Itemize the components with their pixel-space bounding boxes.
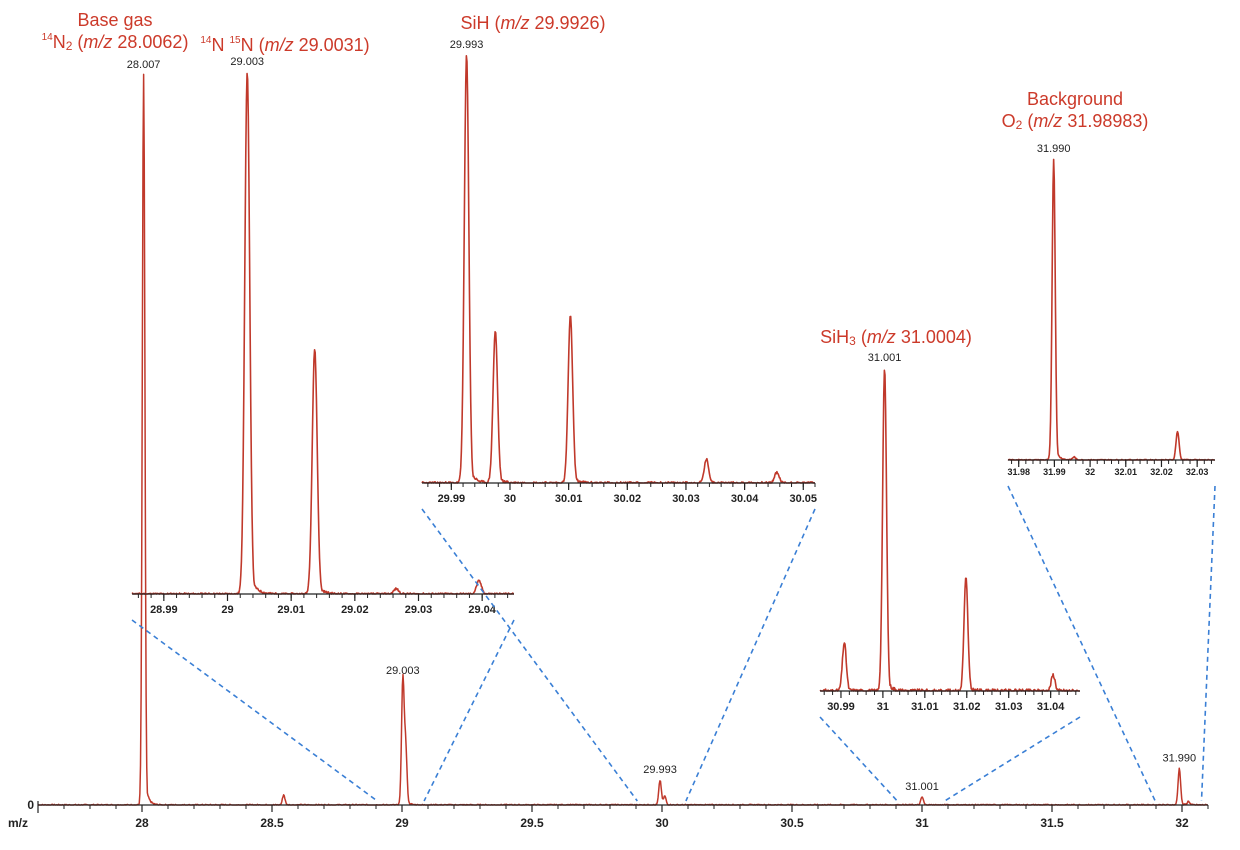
inset-sih-peak-label: 29.993: [450, 39, 484, 51]
inset-o2-tick-label: 32.01: [1115, 467, 1138, 477]
main-x-axis-label: m/z: [8, 816, 28, 830]
inset-sih-tick-label: 30.02: [614, 493, 642, 505]
zoom-guide-line: [423, 619, 515, 802]
annotation-background-line1: Background: [1026, 89, 1124, 109]
main-panel-peak-label: 28.007: [127, 59, 161, 71]
inset-sih3-peak-label: 31.001: [868, 352, 902, 364]
inset-sih3-tick-label: 30.99: [827, 701, 855, 713]
inset-sih-tick-label: 30.05: [790, 493, 818, 505]
annotation-sih: SiH (m/z 29.9926): [460, 13, 606, 33]
inset-14n15n-series-line: [131, 72, 515, 595]
inset-sih-series-line: [421, 55, 816, 484]
annotation-base-gas: Base gas 14N2 (m/z 28.0062): [40, 9, 190, 53]
zoom-guide-line: [819, 716, 898, 802]
main-panel-tick-label: 32: [1175, 816, 1189, 830]
inset-sih: [421, 55, 816, 490]
main-panel-tick-label: 31.5: [1040, 816, 1064, 830]
main-panel-peak-label: 31.001: [905, 781, 939, 793]
main-panel-peak-label: 29.993: [643, 764, 677, 776]
inset-o2: [1007, 158, 1216, 467]
annotation-base-gas-line1: Base gas: [77, 10, 153, 30]
main-panel-peak-label: 31.990: [1163, 753, 1197, 765]
inset-o2-tick-label: 32.03: [1186, 467, 1209, 477]
main-panel: [37, 73, 1209, 812]
annotation-background-o2: Background O2 (m/z 31.98983): [980, 88, 1170, 132]
zoom-guide-line: [131, 619, 378, 802]
zoom-guide-line: [1200, 485, 1216, 802]
inset-sih3-tick-label: 31.04: [1037, 701, 1065, 713]
inset-o2-tick-label: 31.99: [1043, 467, 1066, 477]
inset-sih3-tick-label: 31.03: [995, 701, 1023, 713]
inset-o2-tick-label: 32.02: [1150, 467, 1173, 477]
annotation-base-gas-line2: 14N2 (m/z 28.0062): [41, 32, 189, 53]
inset-sih-tick-label: 30.01: [555, 493, 583, 505]
inset-o2-series-line: [1007, 158, 1216, 461]
inset-sih-tick-label: 30.04: [731, 493, 759, 505]
inset-14n15n-tick-label: 29.04: [468, 604, 496, 616]
main-panel-tick-label: 30: [655, 816, 669, 830]
inset-sih-tick-label: 30.03: [672, 493, 700, 505]
main-panel-tick-label: 31: [915, 816, 929, 830]
inset-14n15n: [131, 72, 515, 601]
zoom-guide-line: [421, 508, 638, 802]
inset-sih3-tick-label: 31.02: [953, 701, 981, 713]
inset-14n15n-tick-label: 29.02: [341, 604, 369, 616]
main-panel-tick-label: 28.5: [260, 816, 284, 830]
main-panel-tick-label: 29.5: [520, 816, 544, 830]
main-panel-tick-label: 28: [135, 816, 149, 830]
inset-sih3-series-line: [819, 369, 1081, 692]
inset-14n15n-tick-label: 29.01: [277, 604, 305, 616]
inset-14n15n-tick-label: 29.03: [405, 604, 433, 616]
inset-14n15n-tick-label: 28.99: [150, 604, 178, 616]
zoom-guide-line: [685, 508, 816, 802]
inset-sih3-tick-label: 31.01: [911, 701, 939, 713]
main-y-tick-label: 0: [27, 798, 34, 812]
inset-sih-tick-label: 29.99: [438, 493, 466, 505]
inset-o2-peak-label: 31.990: [1037, 143, 1071, 155]
main-panel-tick-label: 29: [395, 816, 409, 830]
inset-14n15n-tick-label: 29: [221, 604, 233, 616]
zoom-guide-line: [1007, 485, 1156, 802]
inset-o2-tick-label: 31.98: [1007, 467, 1030, 477]
zoom-guide-line: [944, 716, 1081, 802]
main-panel-tick-label: 30.5: [780, 816, 804, 830]
inset-sih3-tick-label: 31: [877, 701, 889, 713]
annotation-sih3: SiH3 (m/z 31.0004): [820, 327, 972, 348]
annotation-14n15n: 14N 15N (m/z 29.0031): [200, 35, 370, 55]
main-panel-peak-label: 29.003: [386, 665, 420, 677]
inset-14n15n-peak-label: 29.003: [230, 56, 264, 68]
inset-sih-tick-label: 30: [504, 493, 516, 505]
inset-o2-tick-label: 32: [1085, 467, 1095, 477]
main-panel-series-line: [37, 73, 1209, 806]
annotation-background-line2: O2 (m/z 31.98983): [1001, 111, 1149, 132]
inset-sih3: [819, 369, 1081, 698]
